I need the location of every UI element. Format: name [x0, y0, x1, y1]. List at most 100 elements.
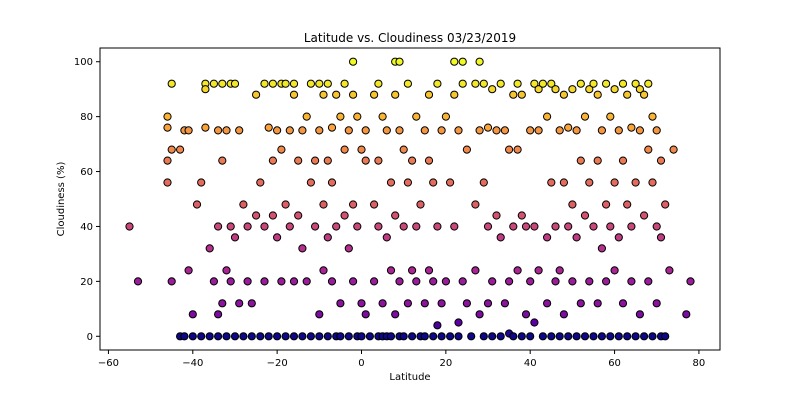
- data-point: [281, 332, 290, 341]
- data-point: [631, 332, 640, 341]
- data-point: [446, 332, 455, 341]
- data-point: [488, 277, 497, 286]
- data-point: [589, 79, 598, 88]
- data-point: [125, 222, 134, 231]
- data-point: [483, 299, 493, 308]
- data-point: [218, 79, 227, 88]
- data-point: [593, 90, 602, 99]
- data-point: [222, 266, 231, 275]
- data-point: [589, 222, 598, 231]
- data-point: [399, 222, 408, 231]
- data-point: [462, 145, 471, 154]
- data-point: [306, 178, 315, 187]
- data-point: [243, 277, 252, 286]
- data-point: [450, 57, 459, 66]
- data-point: [311, 222, 320, 231]
- data-point: [386, 332, 396, 341]
- data-point: [500, 299, 509, 308]
- y-axis: 0 20 40 60 80 100: [74, 57, 100, 343]
- x-tick-label: 40: [524, 358, 537, 369]
- data-point: [513, 266, 522, 275]
- data-point: [201, 123, 210, 132]
- data-point: [479, 332, 488, 341]
- data-point: [618, 299, 628, 308]
- data-point: [230, 79, 240, 88]
- data-point: [268, 156, 277, 165]
- data-point: [644, 277, 653, 286]
- data-point: [323, 79, 332, 88]
- data-point: [327, 277, 337, 286]
- data-point: [509, 332, 518, 341]
- data-point: [580, 211, 590, 220]
- data-point: [340, 211, 349, 220]
- data-point: [277, 145, 286, 154]
- data-point: [462, 299, 471, 308]
- data-point: [323, 233, 332, 242]
- data-point: [289, 79, 299, 88]
- data-point: [656, 156, 666, 165]
- data-point: [669, 145, 678, 154]
- y-tick-label: 20: [80, 277, 93, 288]
- data-point: [547, 79, 556, 88]
- data-point: [201, 85, 210, 94]
- data-point: [277, 277, 286, 286]
- data-point: [176, 145, 185, 154]
- data-point: [218, 156, 227, 165]
- data-point: [631, 79, 640, 88]
- data-point: [420, 332, 429, 341]
- data-point: [378, 112, 387, 121]
- data-point: [424, 90, 434, 99]
- data-point: [315, 126, 324, 135]
- data-point: [555, 266, 564, 275]
- data-point: [408, 266, 417, 275]
- data-point: [167, 277, 176, 286]
- data-point: [471, 79, 480, 88]
- data-point: [568, 277, 577, 286]
- data-point: [391, 211, 400, 220]
- data-point: [429, 277, 438, 286]
- x-axis: −60 −40 −20 0 20 40 60 80: [98, 350, 705, 369]
- data-point: [311, 156, 320, 165]
- data-point: [433, 79, 442, 88]
- data-point: [239, 200, 248, 209]
- y-tick-label: 100: [74, 57, 93, 68]
- data-point: [256, 178, 265, 187]
- data-point: [429, 332, 438, 341]
- data-point: [635, 85, 645, 94]
- data-point: [521, 222, 531, 231]
- data-point: [281, 79, 290, 88]
- data-point: [319, 200, 328, 209]
- data-point: [488, 85, 497, 94]
- data-point: [661, 332, 670, 341]
- data-point: [437, 299, 446, 308]
- data-point: [635, 126, 645, 135]
- data-point: [585, 277, 594, 286]
- data-point: [395, 126, 404, 135]
- y-tick-label: 0: [87, 332, 93, 343]
- data-point: [475, 126, 484, 135]
- data-point: [572, 332, 581, 341]
- data-point: [652, 222, 661, 231]
- data-point: [530, 222, 539, 231]
- data-point: [226, 277, 235, 286]
- data-point: [526, 126, 535, 135]
- data-point: [483, 222, 493, 231]
- data-point: [289, 332, 299, 341]
- data-point: [631, 178, 640, 187]
- data-point: [644, 79, 653, 88]
- data-point: [521, 310, 531, 319]
- data-point: [450, 90, 459, 99]
- data-point: [315, 310, 324, 319]
- data-point: [327, 123, 337, 132]
- data-point: [496, 332, 505, 341]
- data-point: [559, 90, 569, 99]
- data-point: [543, 112, 552, 121]
- data-point: [648, 178, 657, 187]
- data-point: [357, 299, 366, 308]
- data-point: [454, 126, 463, 135]
- data-point: [458, 277, 467, 286]
- data-point: [593, 299, 602, 308]
- data-point: [467, 332, 476, 341]
- data-point: [505, 277, 514, 286]
- data-point: [133, 277, 143, 286]
